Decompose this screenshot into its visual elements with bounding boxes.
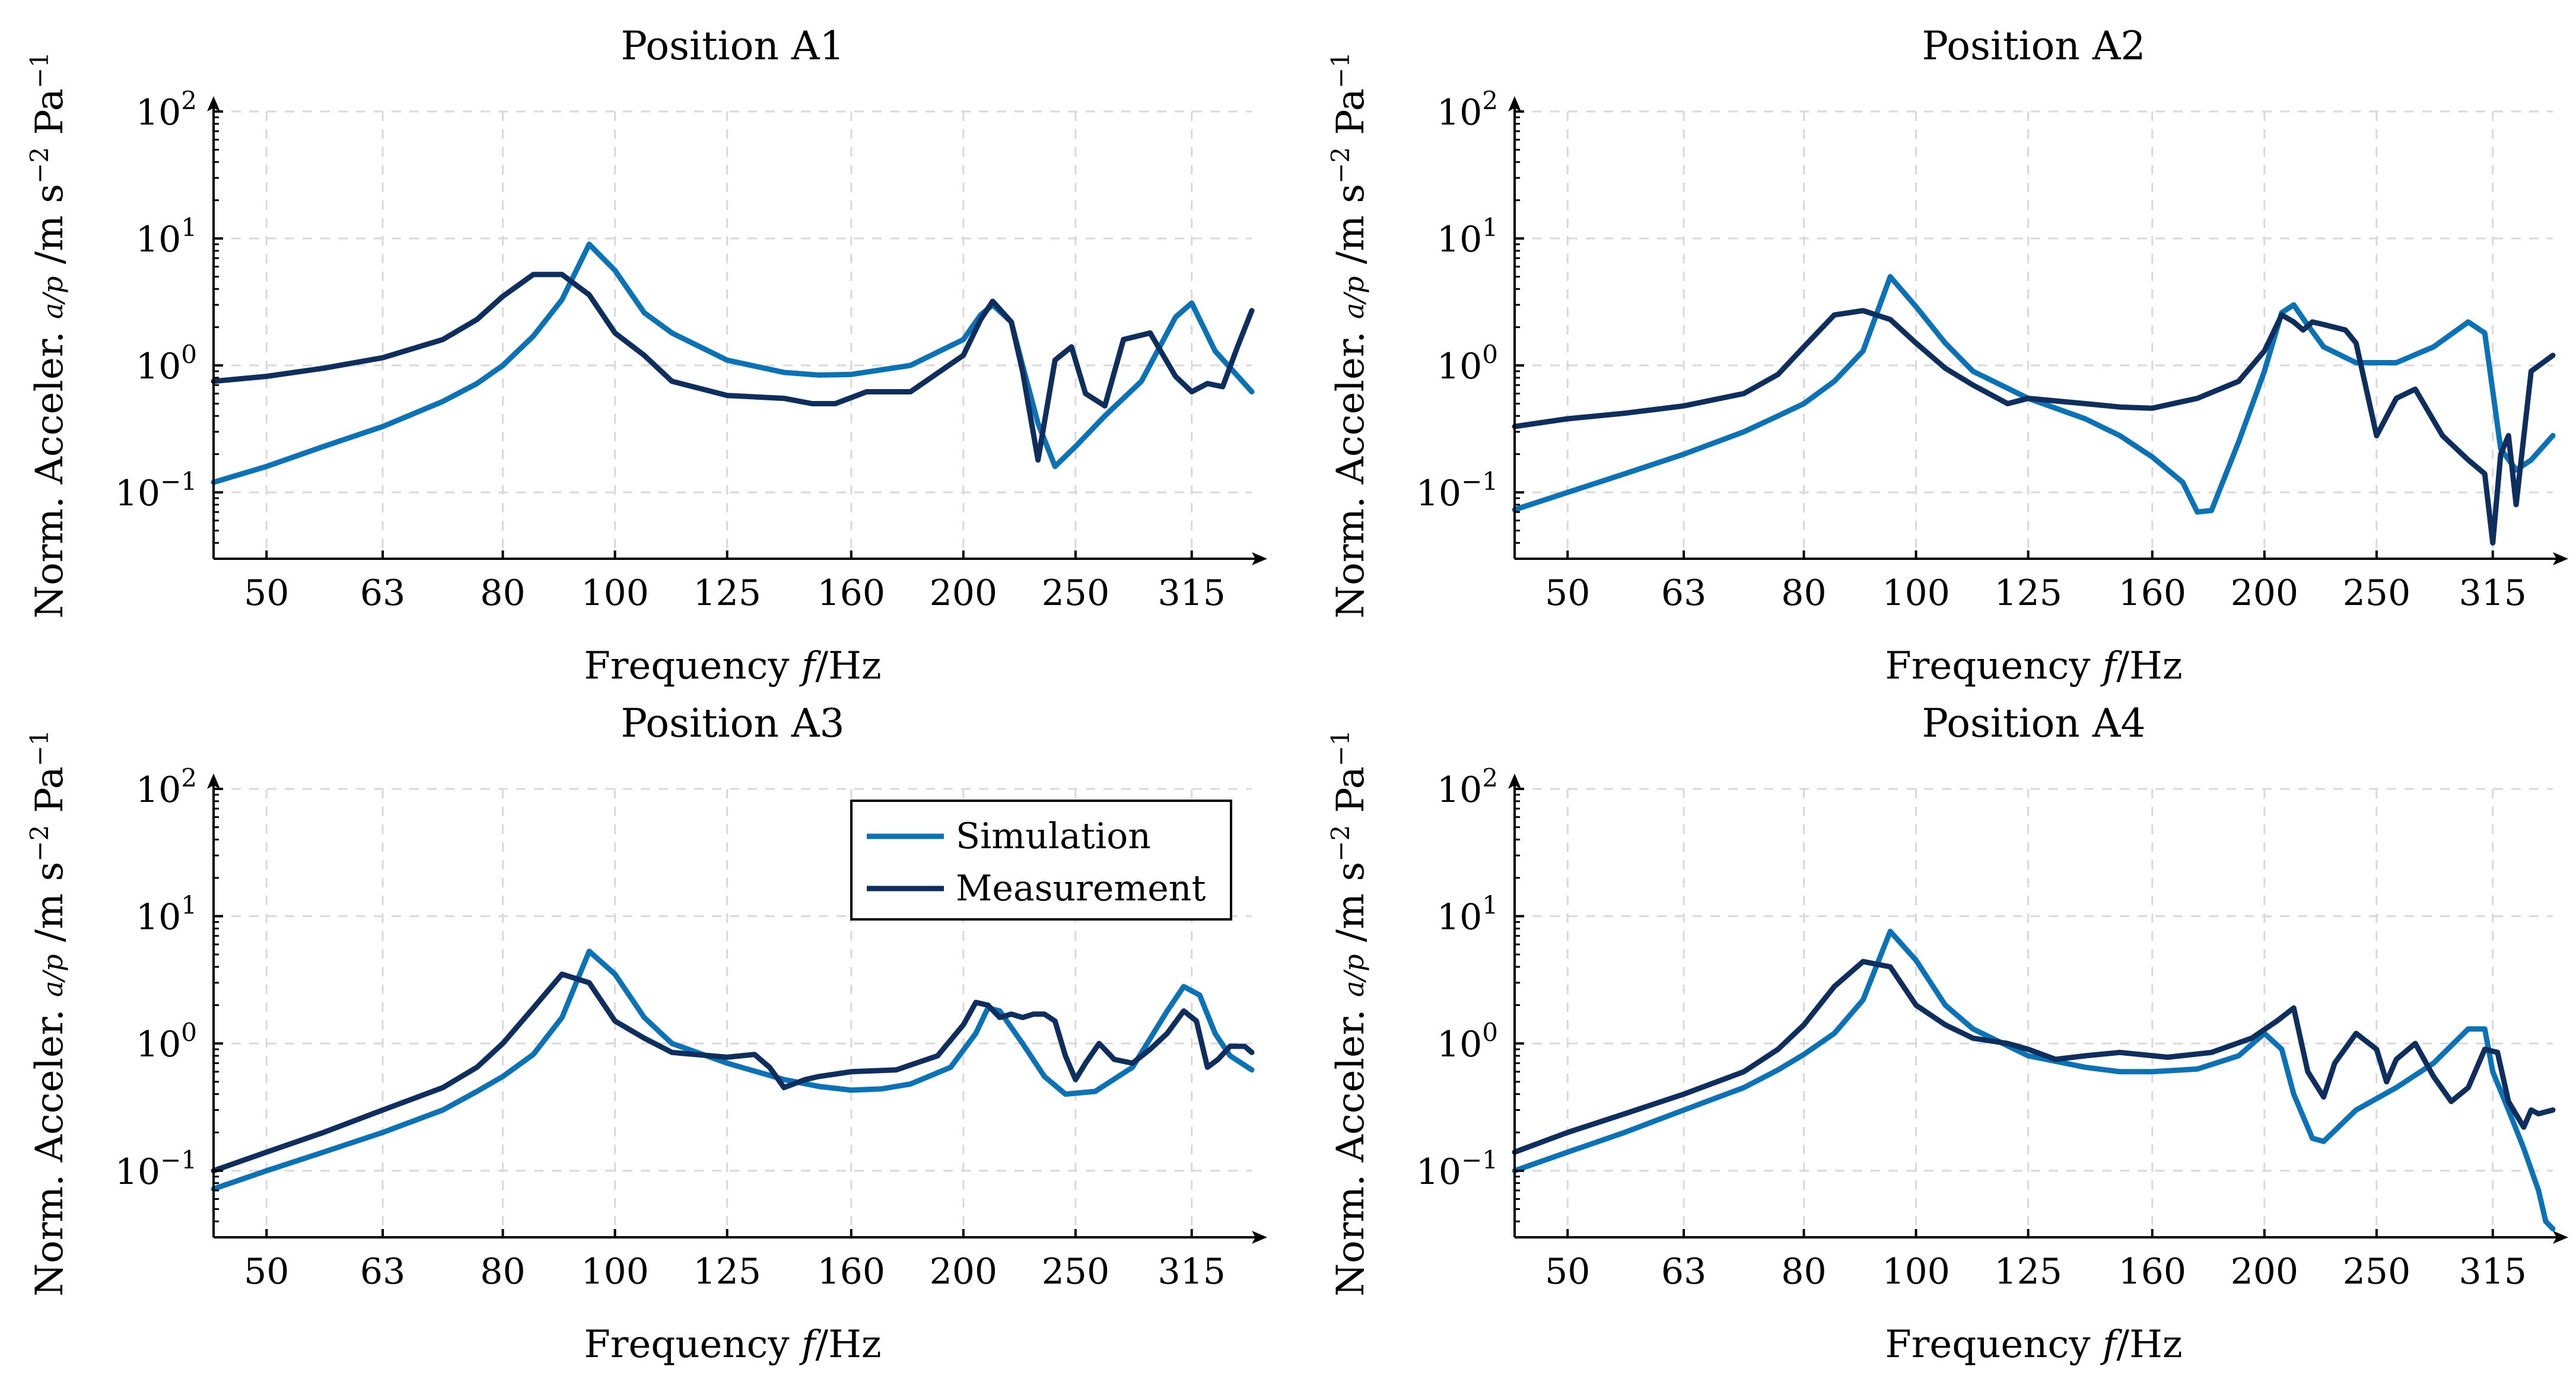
x-tick-label: 50 [1545, 572, 1590, 614]
x-tick-label: 50 [244, 1251, 289, 1292]
x-tick-label: 80 [1781, 1251, 1826, 1292]
x-tick-label: 200 [930, 572, 998, 614]
x-tick-label: 160 [818, 572, 886, 614]
chart-panel-1: 50 63 80 100 125 160 200 250 315 10−1 100 101 102 Pos… [25, 23, 1267, 688]
y-tick-label: 100 [1437, 340, 1498, 387]
x-tick-label: 315 [2459, 1251, 2527, 1292]
y-axis-label: Norm. Acceler. a/p /m s−2 Pa−1 [25, 730, 72, 1297]
axes [207, 96, 1267, 565]
x-tick-label: 100 [581, 1251, 649, 1292]
y-tick-label: 100 [136, 340, 197, 387]
y-tick-label: 102 [1437, 86, 1498, 133]
series-line-measurement [211, 971, 1255, 1174]
chart-title: Position A3 [621, 701, 845, 746]
svg-text:Norm. Acceler. a/p /m s−2 Pa−1: Norm. Acceler. a/p /m s−2 Pa−1 [1326, 730, 1373, 1297]
x-tick-label: 50 [1545, 1251, 1590, 1292]
y-tick-label: 100 [1437, 1018, 1498, 1065]
y-axis-arrow [207, 96, 220, 112]
x-tick-label: 63 [1661, 1251, 1706, 1292]
axes [1508, 773, 2568, 1244]
x-tick-label: 250 [2343, 572, 2411, 614]
y-axis-label: Norm. Acceler. a/p /m s−2 Pa−1 [25, 52, 72, 619]
chart-panel-2: 50 63 80 100 125 160 200 250 315 10−1 100 101 102 Pos… [1326, 23, 2568, 688]
legend: Simulation Measurement [850, 800, 1232, 921]
x-tick-label: 160 [2119, 572, 2187, 614]
y-tick-label: 10−1 [1416, 1145, 1498, 1193]
series-line-simulation [211, 241, 1255, 485]
y-tick-label: 101 [136, 213, 197, 260]
x-tick-label: 80 [1781, 572, 1826, 614]
y-tick-label: 100 [136, 1018, 197, 1065]
x-axis-arrow [2553, 552, 2568, 565]
y-tick-label: 101 [1437, 891, 1498, 938]
x-tick-label: 315 [1157, 572, 1226, 614]
y-tick-label: 10−1 [115, 1145, 197, 1193]
x-tick-label: 80 [480, 1251, 525, 1292]
y-tick-label: 102 [1437, 763, 1498, 811]
x-tick-label: 125 [1994, 572, 2062, 614]
svg-text:Norm. Acceler. a/p /m s−2 Pa−1: Norm. Acceler. a/p /m s−2 Pa−1 [1326, 52, 1373, 619]
x-tick-label: 100 [1882, 572, 1950, 614]
y-tick-label: 102 [136, 763, 197, 811]
y-tick-label: 101 [1437, 213, 1498, 260]
svg-text:Norm. Acceler. a/p /m s−2 Pa−1: Norm. Acceler. a/p /m s−2 Pa−1 [25, 52, 72, 619]
x-tick-label: 160 [818, 1251, 886, 1292]
x-axis-label: Frequency f/Hz [584, 1323, 881, 1367]
axes [1508, 96, 2568, 565]
x-tick-label: 125 [693, 572, 761, 614]
series-line-simulation [211, 948, 1255, 1192]
chart-title: Position A4 [1922, 701, 2146, 746]
legend-box [850, 800, 1232, 921]
y-tick-label: 101 [136, 891, 197, 938]
y-tick-label: 102 [136, 86, 197, 133]
x-tick-label: 250 [1042, 1251, 1110, 1292]
x-tick-label: 250 [2343, 1251, 2411, 1292]
chart-panel-3: 50 63 80 100 125 160 200 250 315 10−1 100 101 102 Pos… [25, 701, 1267, 1367]
x-tick-label: 315 [2459, 572, 2527, 614]
legend-label-simulation: Simulation [956, 816, 1151, 857]
y-axis-label: Norm. Acceler. a/p /m s−2 Pa−1 [1326, 52, 1373, 619]
axes [207, 773, 1267, 1244]
series-line-measurement [1512, 308, 2556, 546]
svg-text:Norm. Acceler. a/p /m s−2 Pa−1: Norm. Acceler. a/p /m s−2 Pa−1 [25, 730, 72, 1297]
x-tick-label: 100 [581, 572, 649, 614]
y-axis-arrow [1508, 773, 1521, 789]
x-tick-label: 125 [693, 1251, 761, 1292]
x-tick-label: 63 [360, 572, 405, 614]
y-axis-label: Norm. Acceler. a/p /m s−2 Pa−1 [1326, 730, 1373, 1297]
chart-title: Position A1 [621, 23, 845, 69]
x-tick-label: 100 [1882, 1251, 1950, 1292]
y-axis-arrow [207, 773, 220, 789]
y-tick-label: 10−1 [1416, 467, 1498, 514]
x-axis-label: Frequency f/Hz [1885, 1323, 2182, 1367]
chart-panel-4: 50 63 80 100 125 160 200 250 315 10−1 100 101 102 Pos… [1326, 701, 2568, 1367]
legend-label-measurement: Measurement [956, 868, 1206, 909]
x-tick-label: 200 [930, 1251, 998, 1292]
x-axis-label: Frequency f/Hz [1885, 644, 2182, 688]
series-line-simulation [1512, 274, 2556, 515]
x-tick-label: 50 [244, 572, 289, 614]
x-tick-label: 200 [2231, 572, 2299, 614]
x-tick-label: 80 [480, 572, 525, 614]
x-tick-label: 200 [2231, 1251, 2299, 1292]
y-tick-label: 10−1 [115, 467, 197, 514]
chart-title: Position A2 [1922, 23, 2146, 69]
series-line-simulation [1512, 928, 2556, 1232]
series-line-measurement [211, 272, 1255, 463]
x-tick-label: 63 [1661, 572, 1706, 614]
x-tick-label: 250 [1042, 572, 1110, 614]
x-axis-arrow [1252, 552, 1267, 565]
y-axis-arrow [1508, 96, 1521, 112]
x-tick-label: 160 [2119, 1251, 2187, 1292]
x-tick-label: 125 [1994, 1251, 2062, 1292]
x-tick-label: 63 [360, 1251, 405, 1292]
x-axis-arrow [2553, 1231, 2568, 1244]
x-axis-label: Frequency f/Hz [584, 644, 881, 688]
series-line-measurement [1512, 959, 2556, 1155]
x-axis-arrow [1252, 1231, 1267, 1244]
x-tick-label: 315 [1157, 1251, 1226, 1292]
